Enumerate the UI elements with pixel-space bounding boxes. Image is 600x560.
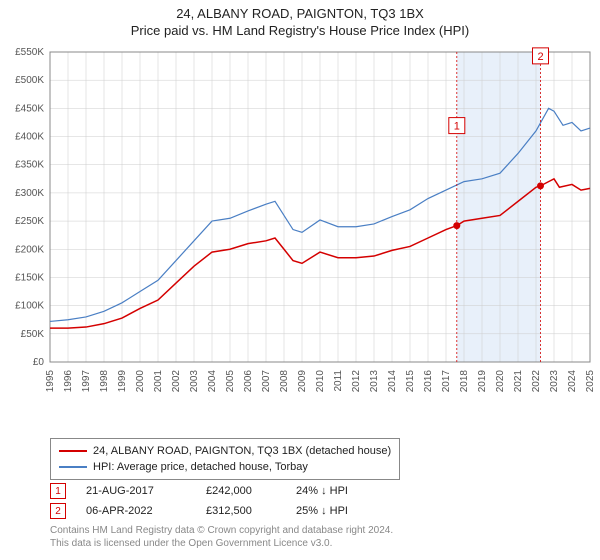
transaction-diff: 25% ↓ HPI (296, 505, 386, 517)
y-tick-label: £500K (15, 75, 44, 86)
chart-svg: £0£50K£100K£150K£200K£250K£300K£350K£400… (50, 52, 590, 402)
y-tick-label: £250K (15, 216, 44, 227)
legend-swatch (59, 466, 87, 468)
y-tick-label: £150K (15, 272, 44, 283)
y-tick-label: £200K (15, 244, 44, 255)
legend-label: HPI: Average price, detached house, Torb… (93, 461, 308, 473)
x-tick-label: 2013 (369, 370, 380, 393)
x-tick-label: 2023 (549, 370, 560, 393)
x-tick-label: 2006 (243, 370, 254, 393)
x-tick-label: 2011 (333, 370, 344, 392)
address-title: 24, ALBANY ROAD, PAIGNTON, TQ3 1BX (0, 6, 600, 21)
transaction-date: 06-APR-2022 (86, 505, 206, 517)
title-block: 24, ALBANY ROAD, PAIGNTON, TQ3 1BX Price… (0, 0, 600, 38)
legend-row: HPI: Average price, detached house, Torb… (59, 459, 391, 475)
x-tick-label: 2009 (297, 370, 308, 393)
x-tick-label: 2001 (153, 370, 164, 393)
x-tick-label: 1999 (117, 370, 128, 393)
x-tick-label: 2014 (387, 370, 398, 393)
x-tick-label: 2015 (405, 370, 416, 393)
x-tick-label: 2021 (513, 370, 524, 393)
sale-marker-number: 1 (454, 121, 460, 133)
x-tick-label: 2008 (279, 370, 290, 393)
y-tick-label: £400K (15, 132, 44, 143)
transaction-row: 2 06-APR-2022£312,50025% ↓ HPI (50, 502, 386, 520)
y-tick-label: £550K (15, 47, 44, 58)
x-tick-label: 2003 (189, 370, 200, 393)
transaction-diff: 24% ↓ HPI (296, 485, 386, 497)
chart-area: £0£50K£100K£150K£200K£250K£300K£350K£400… (50, 52, 590, 402)
x-tick-label: 2007 (261, 370, 272, 393)
x-tick-label: 2017 (441, 370, 452, 393)
x-tick-label: 2005 (225, 370, 236, 393)
x-tick-label: 1997 (81, 370, 92, 393)
footer-line2: This data is licensed under the Open Gov… (50, 537, 393, 550)
transaction-price: £312,500 (206, 505, 296, 517)
legend-label: 24, ALBANY ROAD, PAIGNTON, TQ3 1BX (deta… (93, 445, 391, 457)
transaction-date: 21-AUG-2017 (86, 485, 206, 497)
x-tick-label: 2002 (171, 370, 182, 393)
x-tick-label: 2000 (135, 370, 146, 393)
x-tick-label: 1998 (99, 370, 110, 393)
y-tick-label: £300K (15, 188, 44, 199)
y-tick-label: £0 (33, 357, 45, 368)
transaction-row: 1 21-AUG-2017£242,00024% ↓ HPI (50, 482, 386, 500)
x-tick-label: 1995 (45, 370, 56, 393)
transaction-badge: 1 (50, 483, 66, 499)
footer-line1: Contains HM Land Registry data © Crown c… (50, 524, 393, 537)
x-tick-label: 2018 (459, 370, 470, 393)
legend: 24, ALBANY ROAD, PAIGNTON, TQ3 1BX (deta… (50, 438, 400, 480)
x-tick-label: 2016 (423, 370, 434, 393)
legend-swatch (59, 450, 87, 452)
transaction-badge: 2 (50, 503, 66, 519)
legend-row: 24, ALBANY ROAD, PAIGNTON, TQ3 1BX (deta… (59, 443, 391, 459)
x-tick-label: 1996 (63, 370, 74, 393)
x-tick-label: 2025 (585, 370, 596, 393)
sale-marker-number: 2 (537, 51, 543, 63)
sale-marker-dot (453, 222, 460, 229)
transactions-block: 1 21-AUG-2017£242,00024% ↓ HPI 2 06-APR-202… (50, 482, 386, 522)
x-tick-label: 2012 (351, 370, 362, 393)
x-tick-label: 2020 (495, 370, 506, 393)
x-tick-label: 2022 (531, 370, 542, 393)
transaction-price: £242,000 (206, 485, 296, 497)
chart-container: 24, ALBANY ROAD, PAIGNTON, TQ3 1BX Price… (0, 0, 600, 560)
y-tick-label: £450K (15, 103, 44, 114)
sale-marker-dot (537, 182, 544, 189)
y-tick-label: £350K (15, 160, 44, 171)
x-tick-label: 2019 (477, 370, 488, 393)
subtitle: Price paid vs. HM Land Registry's House … (0, 23, 600, 38)
x-tick-label: 2024 (567, 370, 578, 393)
footer: Contains HM Land Registry data © Crown c… (50, 524, 393, 550)
y-tick-label: £50K (21, 329, 45, 340)
x-tick-label: 2010 (315, 370, 326, 393)
x-tick-label: 2004 (207, 370, 218, 393)
y-tick-label: £100K (15, 301, 44, 312)
